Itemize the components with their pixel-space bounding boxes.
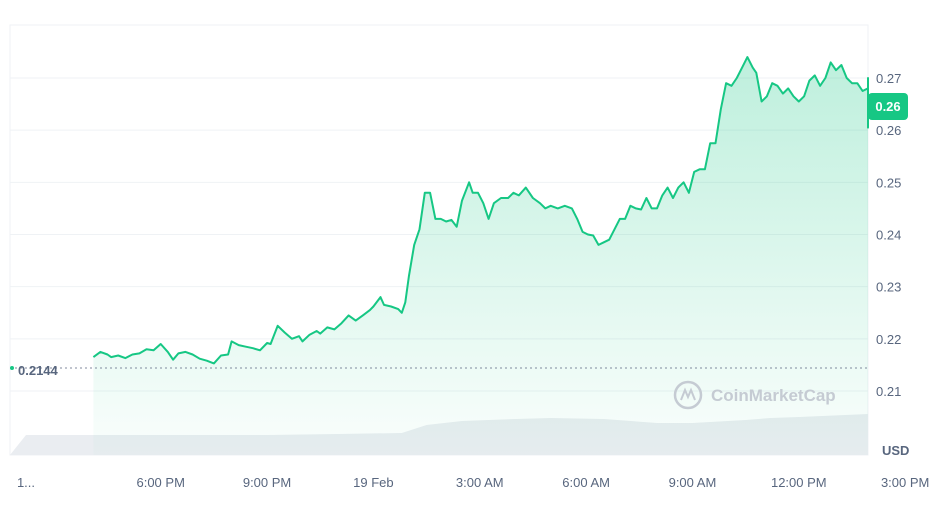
current-price-badge: 0.26 <box>868 93 908 120</box>
coinmarketcap-logo-icon <box>673 380 703 410</box>
x-tick-label-8: 3:00 PM <box>881 475 929 490</box>
price-line-path <box>92 56 869 365</box>
coinmarketcap-logo-mark <box>680 387 696 401</box>
price-area-fill <box>93 57 868 455</box>
x-tick-label-4: 3:00 AM <box>456 475 504 490</box>
x-tick-label-6: 9:00 AM <box>669 475 717 490</box>
y-tick-label-3: 0.24 <box>876 228 901 243</box>
reference-marker-icon <box>10 366 14 370</box>
x-tick-label-7: 12:00 PM <box>771 475 827 490</box>
x-axis: 1... 6:00 PM 9:00 PM 19 Feb 3:00 AM 6:00 AM 9:… <box>17 475 929 490</box>
current-price-badge-bg <box>868 93 908 120</box>
y-axis: 0.21 0.22 0.23 0.24 0.25 0.26 0.27 <box>876 71 901 399</box>
current-price-badge-text: 0.26 <box>875 99 900 114</box>
y-axis-unit: USD <box>882 443 909 458</box>
y-tick-label-5: 0.26 <box>876 123 901 138</box>
price-area <box>93 57 868 455</box>
x-tick-label-3: 19 Feb <box>353 475 393 490</box>
y-tick-label-0: 0.21 <box>876 384 901 399</box>
x-tick-label-0: 1... <box>17 475 35 490</box>
price-line <box>92 56 869 365</box>
y-tick-label-1: 0.22 <box>876 332 901 347</box>
x-tick-label-1: 6:00 PM <box>136 475 184 490</box>
x-tick-label-2: 9:00 PM <box>243 475 291 490</box>
watermark-text: CoinMarketCap <box>711 386 836 405</box>
reference-value-label: 0.2144 <box>18 363 59 378</box>
y-tick-label-2: 0.23 <box>876 280 901 295</box>
y-tick-label-6: 0.27 <box>876 71 901 86</box>
x-tick-label-5: 6:00 AM <box>562 475 610 490</box>
y-tick-label-4: 0.25 <box>876 175 901 190</box>
watermark: CoinMarketCap <box>673 380 836 410</box>
